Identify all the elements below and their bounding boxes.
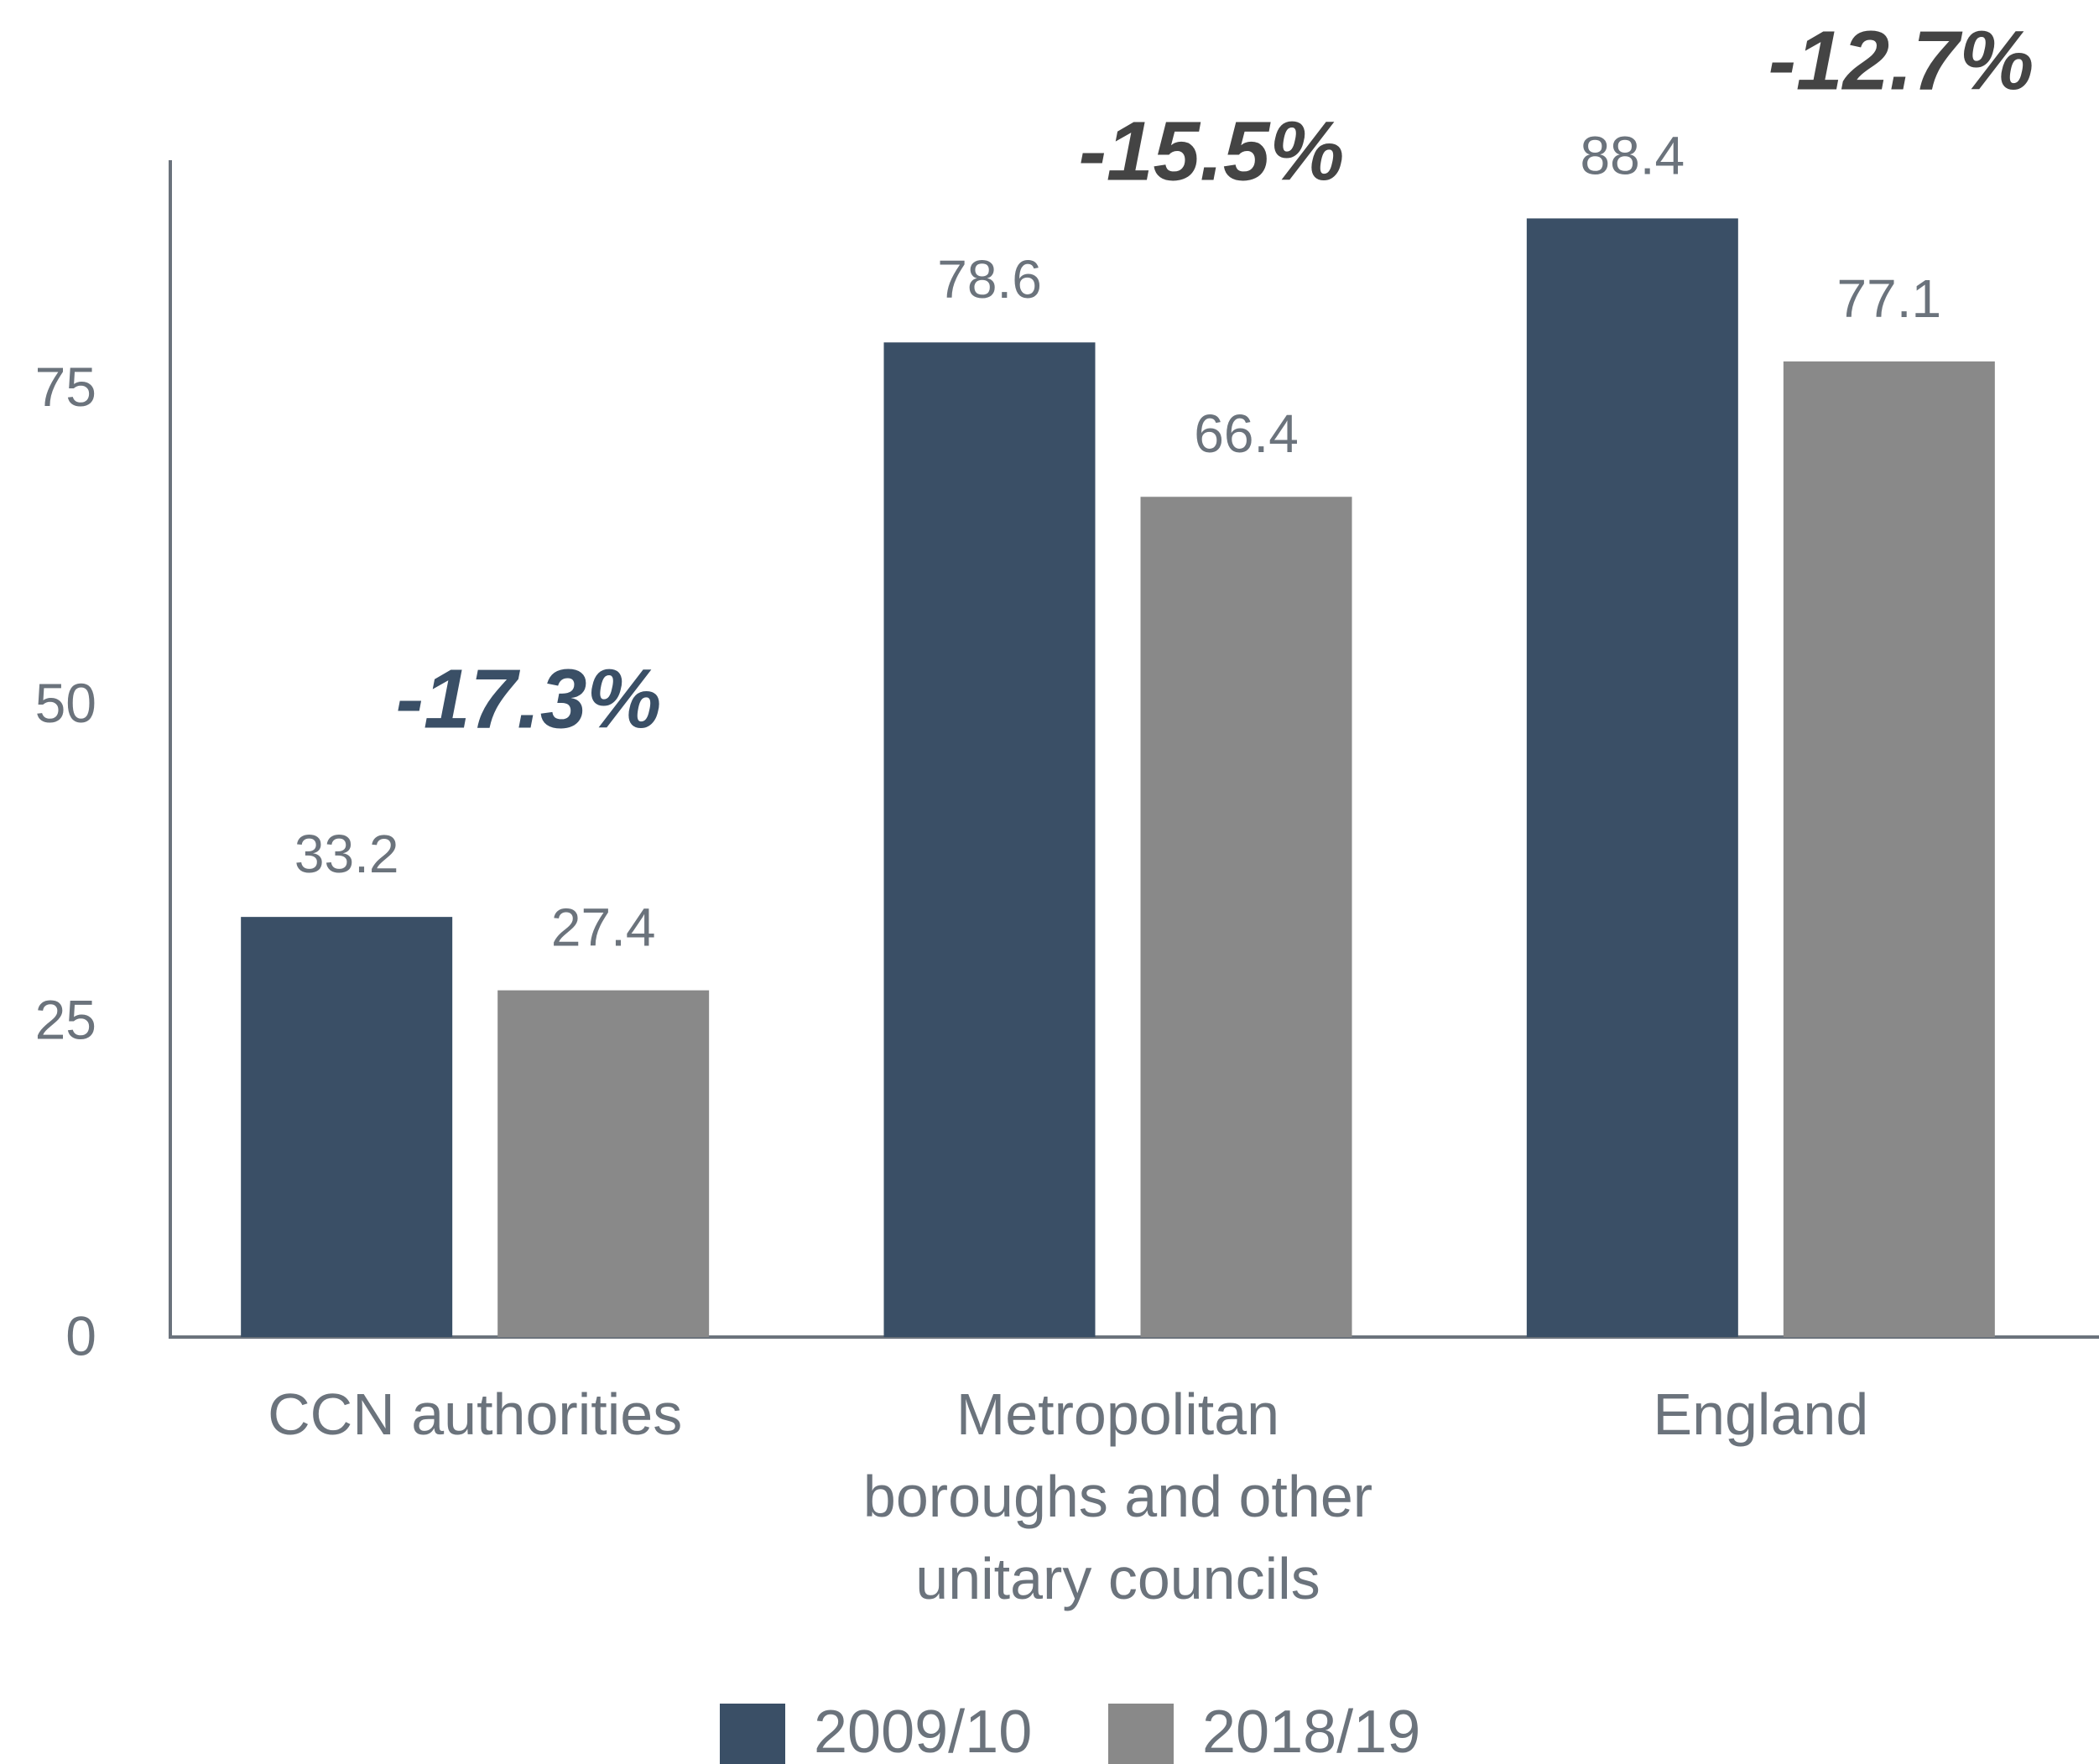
value-label: 88.4 xyxy=(1581,125,1685,185)
bar xyxy=(1526,218,1738,1337)
legend-swatch xyxy=(720,1704,785,1764)
y-tick-label: 25 xyxy=(35,988,96,1050)
x-tick-line: boroughs and other xyxy=(863,1464,1372,1529)
y-tick-label: 75 xyxy=(35,356,96,418)
annotation: -12.7% xyxy=(1768,13,2034,107)
value-label: 78.6 xyxy=(937,249,1042,310)
x-tick-label: Metropolitan boroughs and other unitary co… xyxy=(863,1382,1372,1611)
bar xyxy=(1783,361,1995,1338)
x-tick-line: England xyxy=(1653,1382,1868,1447)
legend-label: 2018/19 xyxy=(1202,1699,1420,1764)
legend-label: 2009/10 xyxy=(814,1699,1032,1764)
x-tick-line: unitary councils xyxy=(915,1546,1320,1611)
x-tick-label: England xyxy=(1653,1382,1868,1447)
bar xyxy=(241,917,453,1337)
x-tick-label: CCN authorities xyxy=(268,1382,682,1447)
annotation: -15.5% xyxy=(1079,104,1345,198)
value-label: 66.4 xyxy=(1194,403,1299,464)
bar xyxy=(1140,497,1352,1337)
y-tick-label: 50 xyxy=(35,672,96,734)
y-tick-label: 0 xyxy=(65,1304,96,1366)
bar xyxy=(497,990,710,1337)
value-label: 27.4 xyxy=(551,898,656,958)
x-tick-line: CCN authorities xyxy=(268,1382,682,1447)
value-label: 33.2 xyxy=(294,824,399,884)
legend-swatch xyxy=(1108,1704,1174,1764)
value-label: 77.1 xyxy=(1837,268,1942,329)
x-tick-line: Metropolitan xyxy=(956,1382,1279,1447)
annotation: -17.3% xyxy=(396,652,662,746)
bar xyxy=(883,342,1096,1337)
